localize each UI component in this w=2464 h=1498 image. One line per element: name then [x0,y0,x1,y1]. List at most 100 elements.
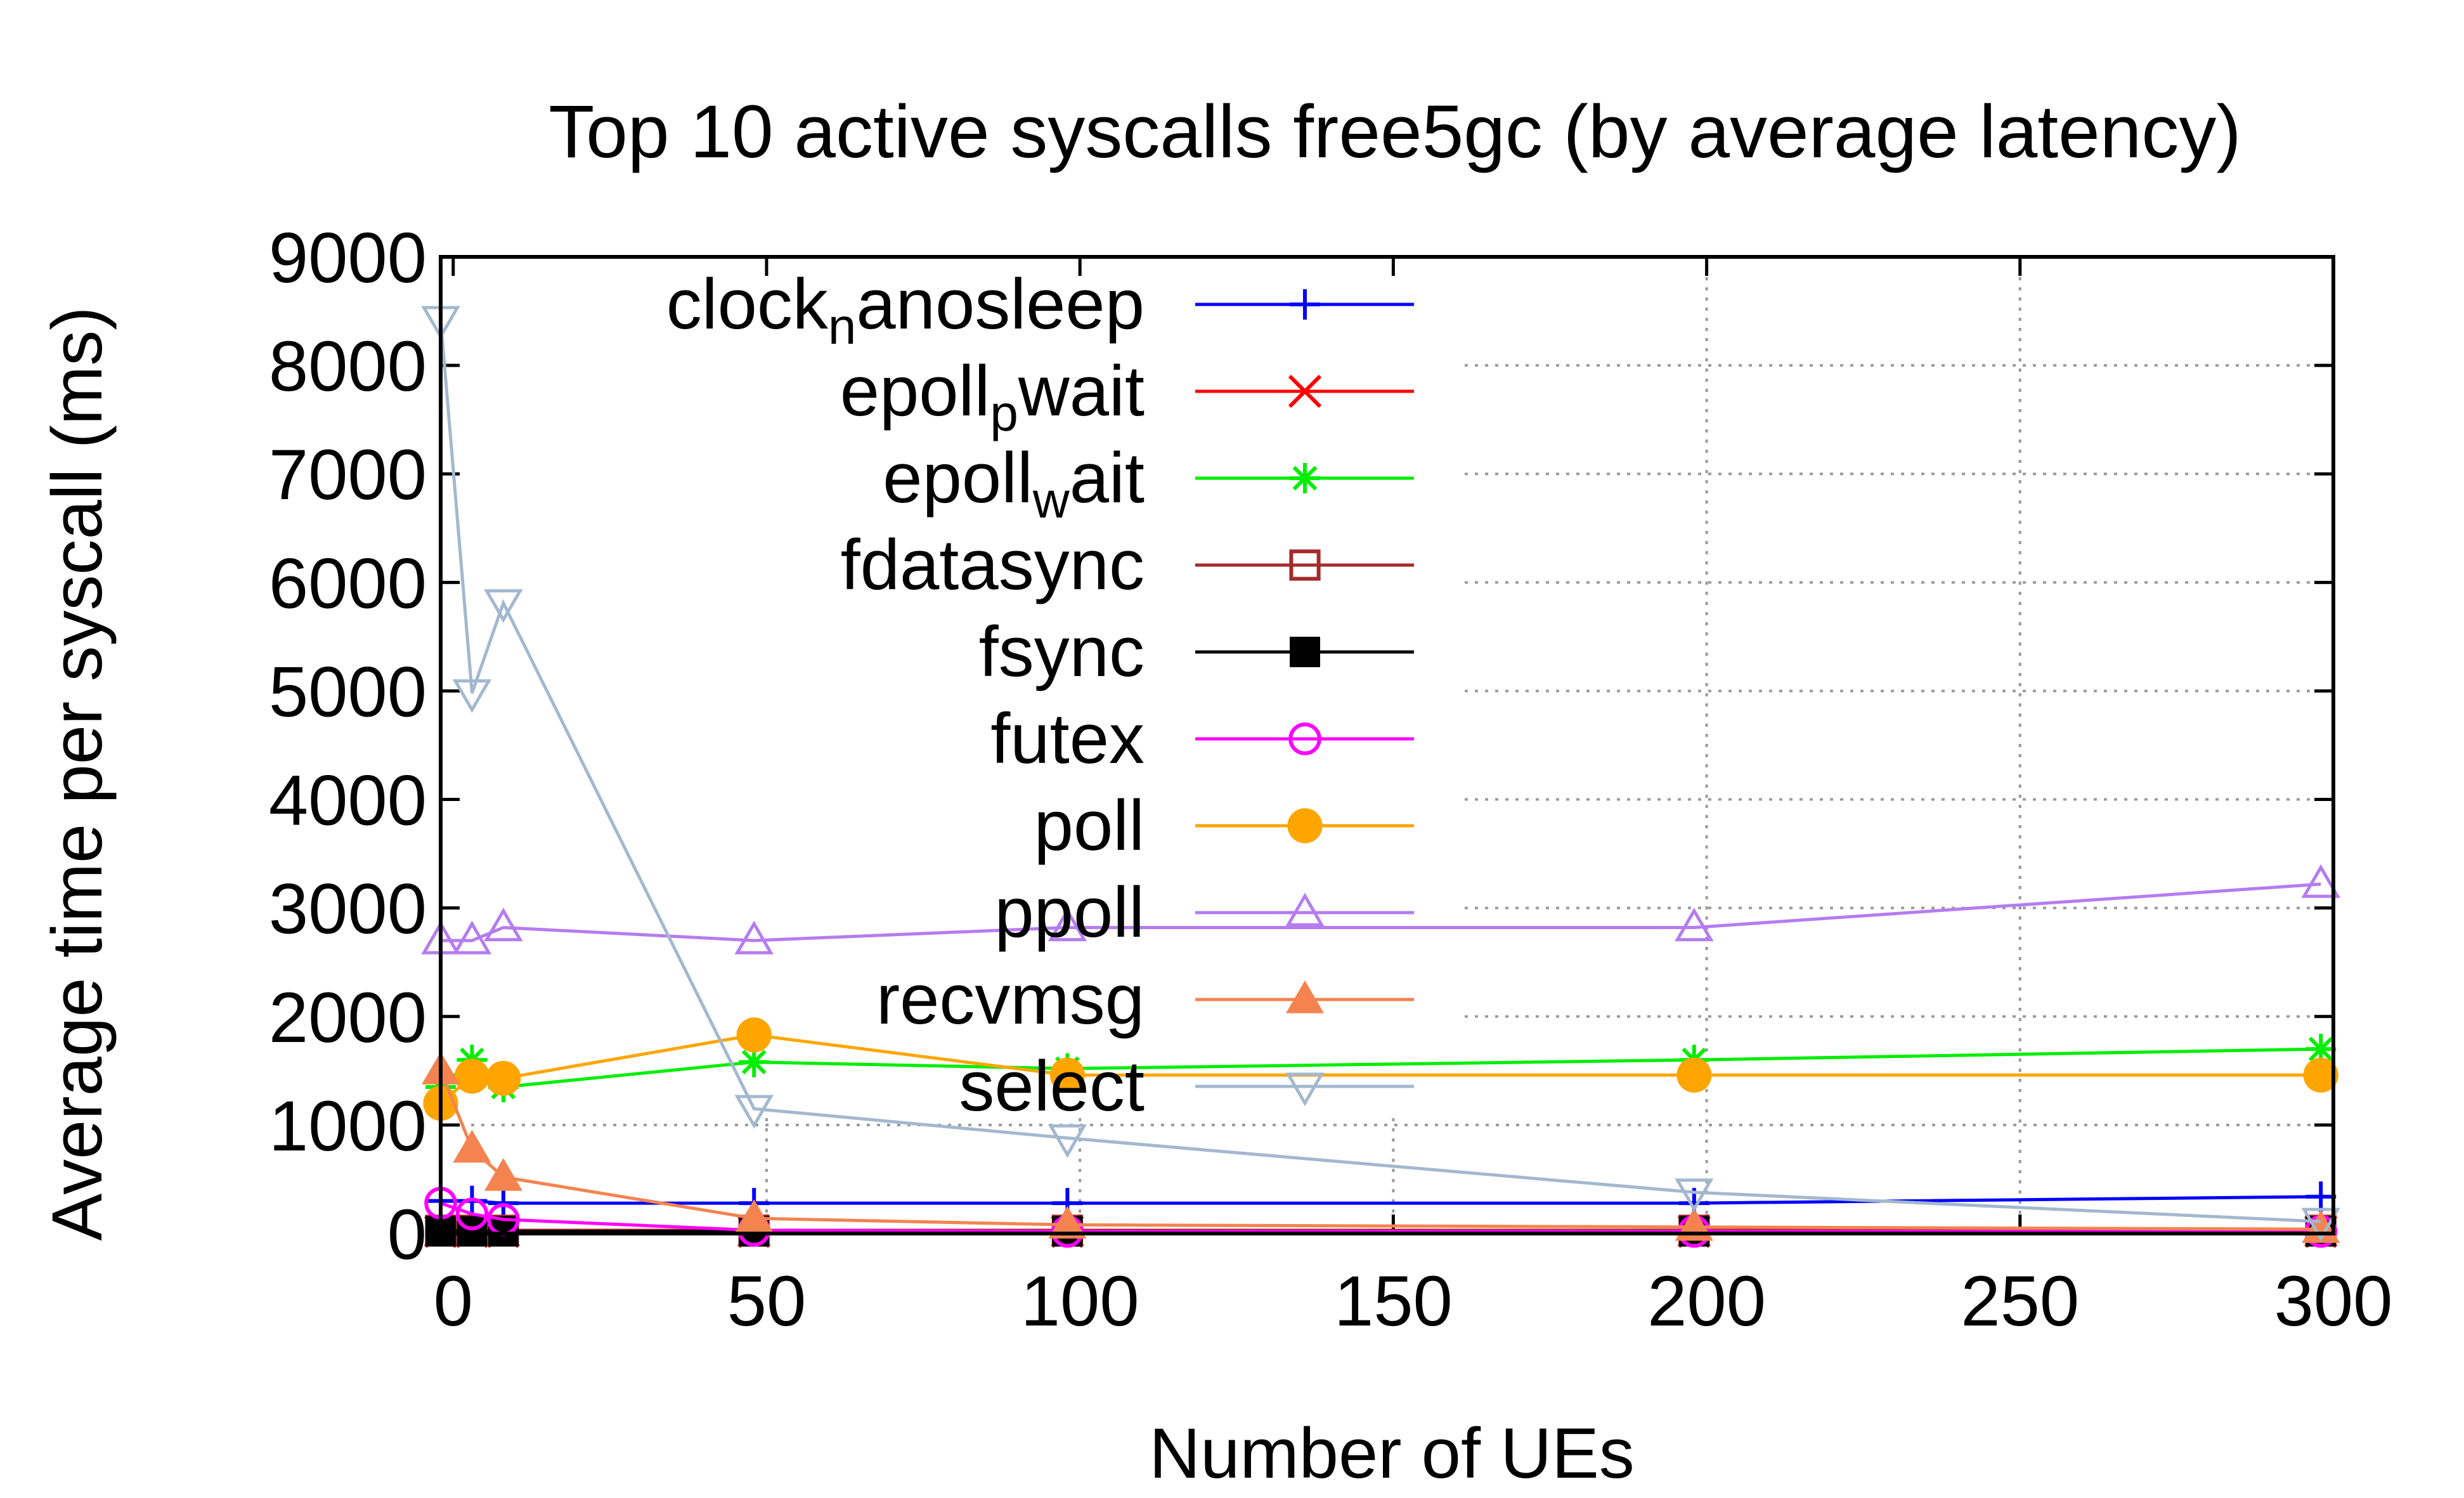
data-point [739,1046,770,1078]
legend-marker [1290,637,1320,667]
legend-label: futex [990,699,1144,778]
data-point [2301,864,2340,898]
x-tick-label: 0 [434,1261,473,1341]
legend-label: select [959,1046,1144,1126]
legend-marker [1288,374,1322,408]
data-point [454,1058,490,1094]
y-axis-label: Average time per syscall (ms) [37,306,117,1241]
legend-label-main: epoll [883,438,1033,518]
triangle-marker [2301,864,2340,898]
data-point [453,1130,491,1163]
x-axis-label: Number of UEs [1149,1414,1635,1493]
data-point [2305,1181,2337,1212]
legend-marker [1286,980,1324,1013]
legend-label-sub: n [828,298,857,355]
data-point [486,1060,521,1096]
legend-marker [1289,549,1321,581]
legend-entry: recvmsg [876,960,1414,1039]
triangle-marker [1285,1072,1325,1107]
legend-label-rest: wait [1018,351,1144,431]
x-tick-label: 200 [1647,1261,1766,1341]
y-tick-label: 6000 [269,544,427,623]
data-point [734,1095,774,1129]
cross-marker [1288,374,1322,408]
plus-marker [1290,289,1320,320]
legend-label-rest: ait [1070,438,1144,518]
triangle-marker [2301,1208,2340,1242]
circle-marker [2303,1057,2338,1093]
data-point [452,679,492,713]
legend-entry: fsync [979,612,1414,691]
square-marker [1290,637,1320,667]
legend-label-main: epoll [840,351,990,431]
data-point [455,1197,489,1230]
series-layer [421,306,2340,1248]
data-point [2303,1057,2338,1093]
legend-label: ppoll [994,873,1144,952]
legend-label-main: clock [666,264,829,344]
data-point [1675,908,1714,942]
y-tick-label: 4000 [269,761,427,840]
legend-label: clocknanosleep [666,264,1144,355]
circle-marker [1049,1057,1086,1093]
data-point [2305,1034,2337,1065]
legend-entry: select [959,1046,1414,1126]
legend-label: recvmsg [876,960,1144,1039]
data-point [734,920,774,954]
asterisk-marker [2305,1034,2337,1065]
square-marker [1289,549,1321,581]
data-point [452,920,492,954]
y-tick-label: 3000 [269,869,427,949]
triangle-marker [452,679,492,713]
series-line [441,882,2321,942]
triangle-marker [452,920,492,954]
legend-marker [1290,289,1320,320]
y-tick-label: 0 [387,1195,427,1274]
data-point [484,1158,522,1191]
legend-marker [1287,808,1323,843]
y-tick-label: 5000 [269,652,427,731]
series-line [439,320,2321,1223]
circle-marker [736,1017,772,1053]
circle-marker [1676,1057,1712,1093]
y-tick-label: 7000 [269,435,427,514]
axis-ticks: 0 50 100 150 200 250 3000100020003000400050006… [269,218,2393,1341]
asterisk-marker [739,1046,770,1078]
x-tick-label: 50 [727,1261,807,1341]
legend-marker [1290,463,1320,493]
data-point [736,1017,772,1053]
triangle-marker [734,920,774,954]
legend-entry: fdatasync [841,525,1414,604]
data-point [457,1216,488,1247]
triangle-marker [1048,1206,1087,1239]
triangle-marker [735,1199,774,1232]
triangle-marker [453,1130,491,1163]
data-point [1047,908,1087,942]
legend-label: poll [1034,786,1144,865]
data-point [1047,1124,1087,1158]
chart-title: Top 10 active syscalls free5gc (by avera… [548,90,2241,174]
legend: clocknanosleepepollpwaitepollwaitfdatasy… [666,264,1414,1126]
triangle-marker [484,589,523,623]
triangle-marker [1047,1124,1087,1158]
legend-label: epollpwait [840,351,1144,441]
legend-entry: futex [990,699,1414,778]
legend-label: fsync [979,612,1144,691]
x-tick-label: 300 [2274,1261,2393,1341]
y-tick-label: 2000 [269,978,427,1057]
legend-marker [1288,722,1321,755]
legend-entry: ppoll [994,873,1414,952]
legend-label-rest: anosleep [856,264,1144,344]
legend-label-sub: p [990,385,1018,441]
circle-marker [455,1197,489,1230]
legend-marker [1285,1072,1325,1107]
legend-entry: clocknanosleep [666,264,1414,355]
triangle-marker [1047,908,1087,942]
triangle-marker [734,1095,774,1129]
data-point [2301,1208,2340,1242]
legend-marker [1285,892,1325,927]
circle-marker [486,1060,521,1096]
data-point [1048,1206,1087,1239]
